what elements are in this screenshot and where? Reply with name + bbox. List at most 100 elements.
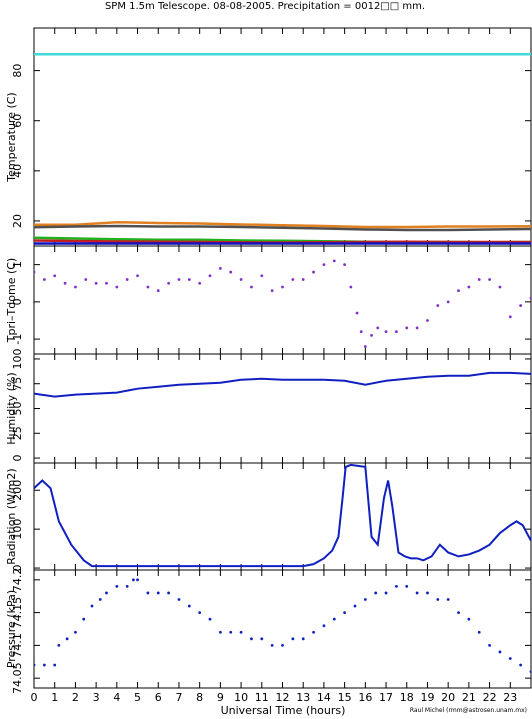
- data-point: [136, 274, 139, 278]
- data-point: [301, 278, 305, 281]
- data-point: [229, 630, 233, 634]
- panel-data: [34, 53, 531, 245]
- x-tick-label: 3: [93, 691, 100, 704]
- data-point: [74, 285, 77, 289]
- y-tick-label: 50: [11, 402, 24, 416]
- y-axis-label: Temperature (C): [5, 92, 18, 182]
- data-point: [42, 278, 46, 281]
- data-point: [508, 657, 512, 660]
- data-point: [529, 670, 531, 674]
- data-point: [332, 259, 336, 263]
- data-point: [394, 584, 398, 588]
- y-tick-label: 0: [11, 565, 24, 572]
- panel-3: 0 25 50 75 100 Humidity (%): [5, 348, 532, 464]
- x-tick-label: 18: [400, 691, 414, 704]
- data-point: [415, 326, 419, 330]
- data-point: [426, 319, 429, 322]
- data-point: [355, 311, 359, 315]
- data-point: [446, 598, 450, 601]
- data-point: [42, 663, 46, 667]
- x-tick-label: 23: [503, 691, 517, 704]
- x-tick-label: 8: [196, 691, 203, 704]
- x-tick-label: 17: [379, 691, 393, 704]
- x-tick-label: 1: [51, 691, 58, 704]
- data-point: [156, 289, 160, 293]
- data-point: [177, 278, 181, 281]
- data-point: [405, 326, 409, 330]
- series-line-5: [34, 239, 531, 244]
- x-tick-label: 21: [462, 691, 476, 704]
- data-point: [498, 650, 502, 654]
- data-point: [53, 663, 57, 667]
- panel-data: [34, 371, 531, 398]
- data-point: [125, 278, 129, 281]
- y-axis-label: Humidity (%): [5, 372, 18, 444]
- x-tick-label: 12: [276, 691, 290, 704]
- data-point: [115, 584, 119, 588]
- data-point: [63, 281, 67, 285]
- series-line-3: [34, 224, 531, 232]
- data-point: [105, 591, 108, 595]
- data-point: [281, 643, 284, 647]
- x-tick-label: 15: [338, 691, 352, 704]
- data-point: [322, 624, 326, 628]
- x-tick-label: 9: [217, 691, 224, 704]
- data-point: [508, 315, 512, 319]
- y-tick-label: 20: [11, 214, 24, 228]
- data-point: [363, 345, 367, 348]
- data-point: [260, 274, 264, 278]
- data-point: [250, 637, 253, 641]
- data-point: [488, 643, 491, 647]
- data-point: [436, 304, 440, 307]
- y-axis-label: Tpri–Tdome (C): [5, 258, 18, 343]
- data-point: [519, 663, 523, 667]
- data-point: [208, 274, 212, 278]
- data-point: [218, 630, 222, 634]
- data-point: [229, 270, 233, 274]
- data-point: [457, 611, 460, 615]
- x-tick-label: 11: [255, 691, 269, 704]
- y-tick-label: 0: [11, 455, 24, 462]
- data-point: [477, 630, 481, 634]
- data-point: [34, 663, 36, 667]
- data-point: [239, 630, 243, 634]
- data-point: [208, 617, 212, 621]
- y-tick-label: 0: [11, 298, 24, 305]
- data-point: [187, 278, 191, 281]
- y-tick-label: 100: [11, 348, 24, 369]
- x-tick-label: 10: [234, 691, 248, 704]
- data-point: [332, 617, 336, 621]
- y-tick-label: 1: [11, 261, 24, 268]
- data-point: [167, 281, 171, 285]
- x-tick-label: 2: [72, 691, 79, 704]
- data-point: [384, 330, 388, 334]
- y-tick-label: -1: [11, 334, 24, 345]
- data-point: [218, 266, 222, 270]
- data-point: [488, 278, 491, 281]
- data-point: [359, 330, 363, 334]
- x-tick-label: 16: [358, 691, 372, 704]
- data-point: [146, 285, 150, 289]
- data-point: [57, 643, 61, 647]
- data-line: [34, 371, 531, 398]
- data-point: [198, 611, 202, 615]
- data-point: [291, 278, 295, 281]
- credit-label: Raul Michel (rmm@astrosen.unam.mx): [410, 707, 527, 714]
- data-point: [349, 285, 353, 289]
- data-point: [291, 637, 295, 641]
- data-point: [343, 611, 347, 615]
- data-point: [136, 578, 139, 582]
- data-point: [467, 617, 471, 621]
- data-point: [374, 591, 378, 595]
- data-point: [281, 285, 284, 289]
- data-point: [65, 637, 69, 641]
- data-point: [394, 330, 398, 334]
- x-tick-label: 4: [113, 691, 120, 704]
- data-point: [343, 263, 347, 267]
- data-point: [477, 278, 481, 281]
- data-point: [250, 285, 253, 289]
- panel-frame: [33, 245, 532, 355]
- x-axis-label: Universal Time (hours): [221, 704, 346, 717]
- y-tick-label: 25: [11, 426, 24, 440]
